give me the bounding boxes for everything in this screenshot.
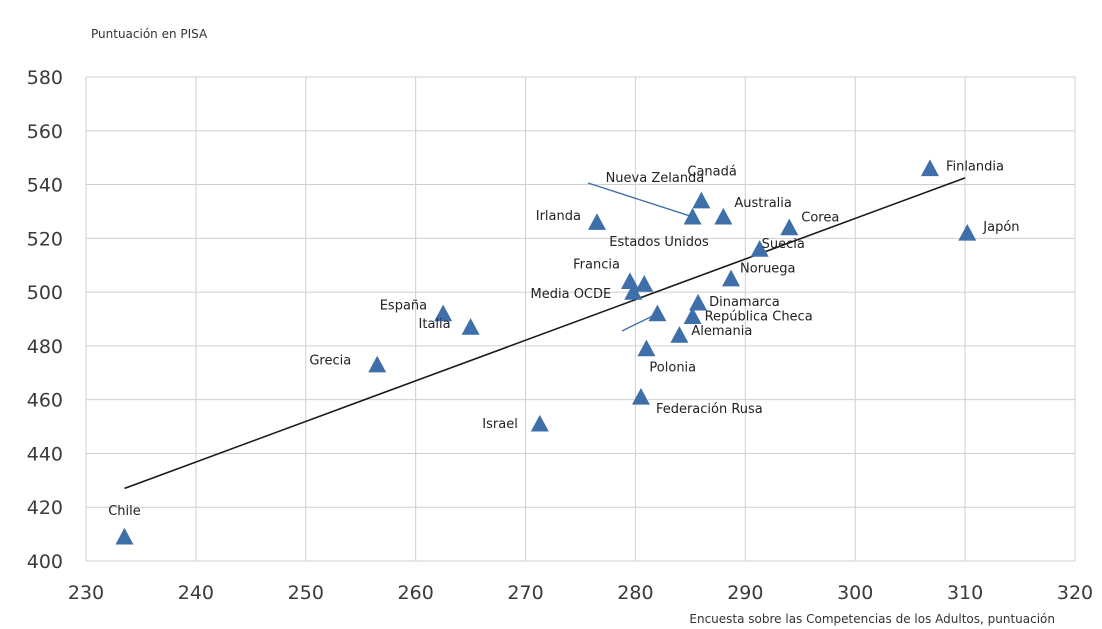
x-tick-label: 280: [617, 582, 653, 604]
leader-line: [587, 182, 693, 218]
data-point: [620, 272, 639, 290]
data-point: [115, 527, 134, 545]
point-label: Chile: [108, 504, 141, 519]
point-label: Corea: [801, 211, 839, 226]
y-tick-label: 540: [27, 175, 63, 197]
data-point: [722, 269, 741, 287]
data-point: [780, 218, 799, 236]
axis-ticks: 230 240 250 260 270 280 290 300 310 320 400 420 440 4…: [27, 67, 1093, 604]
point-label: Canadá: [687, 165, 736, 180]
data-points: [115, 159, 977, 545]
point-label: Italia: [419, 317, 451, 332]
x-axis-label: Encuesta sobre las Competencias de los A…: [689, 612, 1055, 626]
point-label: Dinamarca: [709, 295, 780, 310]
point-label: Francia: [573, 257, 620, 272]
data-point: [714, 207, 733, 225]
point-label: Grecia: [309, 354, 351, 369]
data-point: [368, 355, 387, 373]
point-label: Estados Unidos: [609, 235, 709, 250]
x-tick-label: 290: [727, 582, 763, 604]
data-point: [624, 283, 643, 300]
x-tick-label: 230: [68, 582, 104, 604]
y-tick-label: 400: [27, 551, 63, 573]
y-tick-label: 580: [27, 67, 63, 89]
y-tick-label: 460: [27, 390, 63, 412]
point-label: Japón: [982, 220, 1019, 235]
data-point: [683, 307, 702, 324]
y-axis-label: Puntuación en PISA: [91, 27, 208, 41]
y-tick-label: 420: [27, 497, 63, 519]
point-label: Finlandia: [946, 159, 1004, 174]
data-point: [631, 387, 650, 405]
trend-line: [124, 177, 966, 490]
data-point: [683, 207, 702, 225]
data-point: [689, 293, 708, 311]
point-label: Noruega: [740, 262, 795, 277]
point-label: España: [380, 299, 427, 314]
x-tick-label: 300: [837, 582, 873, 604]
data-point: [648, 304, 667, 322]
point-label: Federación Rusa: [656, 402, 763, 417]
y-tick-label: 500: [27, 282, 63, 304]
x-tick-label: 320: [1057, 582, 1093, 604]
point-label: Nueva Zelanda: [606, 171, 705, 186]
x-tick-label: 240: [178, 582, 214, 604]
x-tick-label: 270: [507, 582, 543, 604]
data-point: [434, 304, 453, 322]
point-label: Australia: [734, 196, 792, 211]
point-label: Media OCDE: [531, 287, 612, 302]
x-tick-label: 310: [947, 582, 983, 604]
data-point: [692, 191, 711, 209]
point-label: Israel: [482, 417, 518, 432]
point-label: República Checa: [705, 309, 813, 324]
data-point: [635, 275, 654, 292]
grid-lines: [85, 76, 1076, 562]
point-labels: Chile Grecia España Italia Israel Irlanda Fran…: [108, 159, 1019, 518]
data-point: [958, 223, 977, 241]
data-point: [530, 414, 549, 432]
point-label: Alemania: [691, 324, 752, 339]
point-label: Polonia: [649, 361, 696, 376]
data-point: [461, 318, 480, 335]
data-point: [637, 339, 656, 357]
x-tick-label: 260: [398, 582, 434, 604]
point-label: Suecia: [762, 237, 805, 252]
data-point: [587, 213, 606, 230]
y-tick-label: 440: [27, 443, 63, 465]
x-tick-label: 250: [288, 582, 324, 604]
data-point: [750, 240, 769, 257]
data-point: [920, 159, 939, 177]
y-tick-label: 480: [27, 336, 63, 358]
y-tick-label: 520: [27, 228, 63, 250]
y-tick-label: 560: [27, 121, 63, 143]
point-label: Irlanda: [536, 209, 581, 224]
data-point: [670, 326, 689, 343]
